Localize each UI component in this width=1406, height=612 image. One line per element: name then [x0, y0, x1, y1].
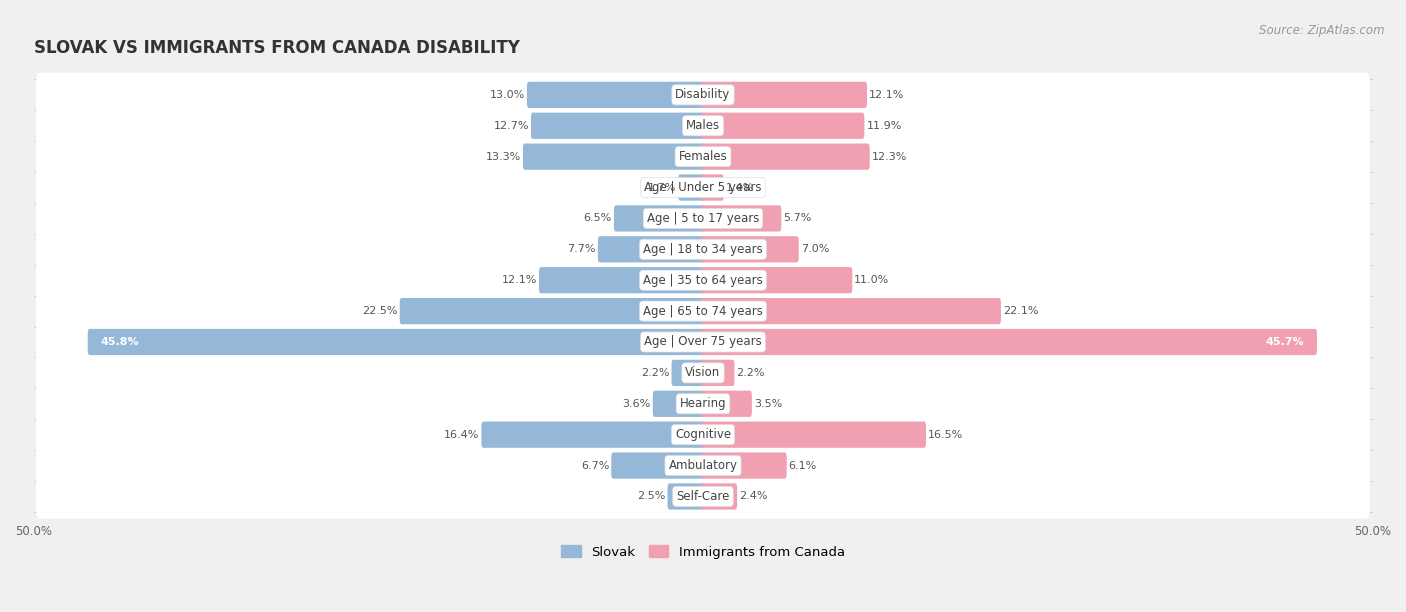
Text: 2.2%: 2.2% — [641, 368, 669, 378]
FancyBboxPatch shape — [702, 267, 852, 293]
Text: 6.5%: 6.5% — [583, 214, 612, 223]
Text: 3.5%: 3.5% — [754, 399, 782, 409]
FancyBboxPatch shape — [37, 135, 1369, 179]
Text: 6.1%: 6.1% — [789, 461, 817, 471]
Text: 13.0%: 13.0% — [489, 90, 524, 100]
Text: Age | Over 75 years: Age | Over 75 years — [644, 335, 762, 348]
Text: Self-Care: Self-Care — [676, 490, 730, 503]
Text: Age | 35 to 64 years: Age | 35 to 64 years — [643, 274, 763, 286]
Text: 7.0%: 7.0% — [801, 244, 830, 255]
Text: Ambulatory: Ambulatory — [668, 459, 738, 472]
Legend: Slovak, Immigrants from Canada: Slovak, Immigrants from Canada — [555, 540, 851, 564]
FancyBboxPatch shape — [37, 474, 1369, 519]
Text: 5.7%: 5.7% — [783, 214, 811, 223]
FancyBboxPatch shape — [702, 483, 737, 510]
FancyBboxPatch shape — [702, 143, 870, 170]
Text: SLOVAK VS IMMIGRANTS FROM CANADA DISABILITY: SLOVAK VS IMMIGRANTS FROM CANADA DISABIL… — [34, 40, 519, 58]
FancyBboxPatch shape — [702, 452, 787, 479]
FancyBboxPatch shape — [538, 267, 704, 293]
FancyBboxPatch shape — [612, 452, 704, 479]
FancyBboxPatch shape — [37, 196, 1369, 241]
FancyBboxPatch shape — [702, 390, 752, 417]
Text: Age | 18 to 34 years: Age | 18 to 34 years — [643, 243, 763, 256]
FancyBboxPatch shape — [668, 483, 704, 510]
FancyBboxPatch shape — [37, 165, 1369, 210]
Text: 22.5%: 22.5% — [363, 306, 398, 316]
Text: 22.1%: 22.1% — [1002, 306, 1039, 316]
FancyBboxPatch shape — [37, 381, 1369, 426]
Text: 12.1%: 12.1% — [502, 275, 537, 285]
FancyBboxPatch shape — [702, 329, 1317, 355]
FancyBboxPatch shape — [37, 227, 1369, 272]
FancyBboxPatch shape — [598, 236, 704, 263]
FancyBboxPatch shape — [527, 82, 704, 108]
FancyBboxPatch shape — [37, 412, 1369, 457]
Text: Males: Males — [686, 119, 720, 132]
Text: Source: ZipAtlas.com: Source: ZipAtlas.com — [1260, 24, 1385, 37]
FancyBboxPatch shape — [652, 390, 704, 417]
FancyBboxPatch shape — [672, 360, 704, 386]
Text: 45.8%: 45.8% — [100, 337, 139, 347]
Text: 6.7%: 6.7% — [581, 461, 609, 471]
FancyBboxPatch shape — [37, 319, 1369, 364]
Text: 12.3%: 12.3% — [872, 152, 907, 162]
FancyBboxPatch shape — [399, 298, 704, 324]
FancyBboxPatch shape — [702, 422, 927, 448]
Text: 7.7%: 7.7% — [568, 244, 596, 255]
Text: 11.0%: 11.0% — [855, 275, 890, 285]
Text: Age | 5 to 17 years: Age | 5 to 17 years — [647, 212, 759, 225]
Text: 2.5%: 2.5% — [637, 491, 665, 501]
FancyBboxPatch shape — [702, 82, 868, 108]
Text: 12.7%: 12.7% — [494, 121, 529, 131]
FancyBboxPatch shape — [702, 113, 865, 139]
FancyBboxPatch shape — [614, 205, 704, 231]
Text: 2.4%: 2.4% — [740, 491, 768, 501]
FancyBboxPatch shape — [37, 351, 1369, 395]
Text: 3.6%: 3.6% — [623, 399, 651, 409]
FancyBboxPatch shape — [531, 113, 704, 139]
Text: 2.2%: 2.2% — [737, 368, 765, 378]
Text: 16.5%: 16.5% — [928, 430, 963, 439]
Text: 1.4%: 1.4% — [725, 182, 754, 193]
FancyBboxPatch shape — [87, 329, 704, 355]
FancyBboxPatch shape — [37, 443, 1369, 488]
FancyBboxPatch shape — [702, 174, 724, 201]
FancyBboxPatch shape — [702, 236, 799, 263]
Text: 13.3%: 13.3% — [485, 152, 520, 162]
FancyBboxPatch shape — [37, 73, 1369, 117]
Text: 16.4%: 16.4% — [444, 430, 479, 439]
FancyBboxPatch shape — [702, 360, 734, 386]
Text: Age | 65 to 74 years: Age | 65 to 74 years — [643, 305, 763, 318]
FancyBboxPatch shape — [37, 289, 1369, 334]
Text: Vision: Vision — [685, 367, 721, 379]
FancyBboxPatch shape — [37, 258, 1369, 302]
Text: Cognitive: Cognitive — [675, 428, 731, 441]
FancyBboxPatch shape — [702, 298, 1001, 324]
Text: 45.7%: 45.7% — [1265, 337, 1305, 347]
Text: Females: Females — [679, 150, 727, 163]
FancyBboxPatch shape — [523, 143, 704, 170]
FancyBboxPatch shape — [37, 103, 1369, 148]
FancyBboxPatch shape — [702, 205, 782, 231]
Text: Disability: Disability — [675, 88, 731, 102]
Text: Age | Under 5 years: Age | Under 5 years — [644, 181, 762, 194]
Text: Hearing: Hearing — [679, 397, 727, 410]
Text: 12.1%: 12.1% — [869, 90, 904, 100]
Text: 1.7%: 1.7% — [648, 182, 676, 193]
Text: 11.9%: 11.9% — [866, 121, 901, 131]
FancyBboxPatch shape — [678, 174, 704, 201]
FancyBboxPatch shape — [481, 422, 704, 448]
